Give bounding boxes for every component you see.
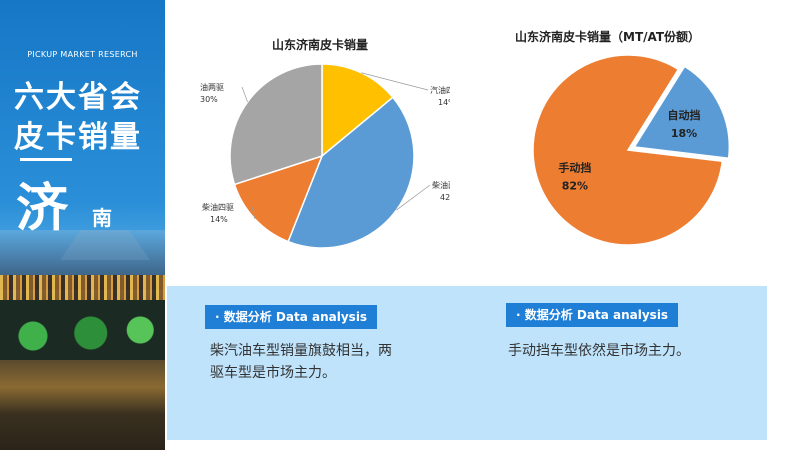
fuel-drive-pie-chart: 汽油四驱 14% 柴油两驱 42% 柴油四驱 14% 汽油两驱 30% — [200, 63, 450, 249]
pie1-leader-0 — [361, 72, 429, 91]
analysis-tag-right: · 数据分析 Data analysis — [506, 303, 679, 327]
pie1-slice-1 — [287, 96, 415, 249]
pie1-slice-0 — [321, 63, 394, 158]
title-divider — [20, 158, 72, 161]
pie1-slice-name-0: 汽油四驱 — [430, 85, 450, 95]
pie1-slice-value-1: 42% — [440, 193, 450, 202]
pie2-slice-name-1: 手动挡 — [558, 160, 591, 174]
pie2-slice-1 — [532, 54, 724, 246]
pie1-leader-3 — [241, 86, 248, 103]
pie1-title: 山东济南皮卡销量 — [272, 38, 369, 52]
sidebar-panel: PICKUP MARKET RESERCH 六大省会 皮卡销量 济 南 — [0, 0, 165, 450]
pie1-slice-value-0: 14% — [438, 98, 450, 107]
pie2-slice-0 — [633, 65, 730, 160]
pie1-slice-value-3: 30% — [200, 95, 218, 104]
analysis-tag-left-label: 数据分析 Data analysis — [223, 310, 368, 324]
city-photo — [0, 230, 165, 450]
pie1-slice-3 — [229, 63, 323, 186]
pie1-slice-name-1: 柴油两驱 — [432, 180, 450, 190]
pie2-slice-value-1: 82% — [562, 179, 588, 192]
city-name-small: 南 — [92, 206, 112, 230]
pie1-leader-1 — [396, 184, 431, 211]
analysis-tag-right-label: 数据分析 Data analysis — [524, 308, 669, 322]
brand-text: PICKUP MARKET RESERCH — [27, 50, 138, 59]
pie1-slice-name-2: 柴油四驱 — [202, 202, 234, 212]
pie2-slice-value-0: 18% — [671, 127, 697, 140]
pie1-slice-name-3: 汽油两驱 — [200, 82, 224, 92]
analysis-text-left: 柴汽油车型销量旗鼓相当，两驱车型是市场主力。 — [210, 343, 392, 381]
transmission-pie-chart: 自动挡 18% 手动挡 82% — [532, 54, 730, 246]
pie1-slice-value-2: 14% — [210, 215, 228, 224]
analysis-tag-left: · 数据分析 Data analysis — [205, 305, 378, 329]
sidebar-title-line-1: 六大省会 — [14, 80, 142, 115]
pie1-leader-2 — [251, 206, 256, 220]
city-name-large: 济 — [16, 179, 69, 239]
pie2-title: 山东济南皮卡销量（MT/AT份额） — [515, 30, 701, 44]
sidebar-title-line-2: 皮卡销量 — [14, 120, 142, 155]
analysis-text-right: 手动挡车型依然是市场主力。 — [508, 343, 690, 359]
pie2-slice-name-0: 自动挡 — [668, 108, 701, 122]
